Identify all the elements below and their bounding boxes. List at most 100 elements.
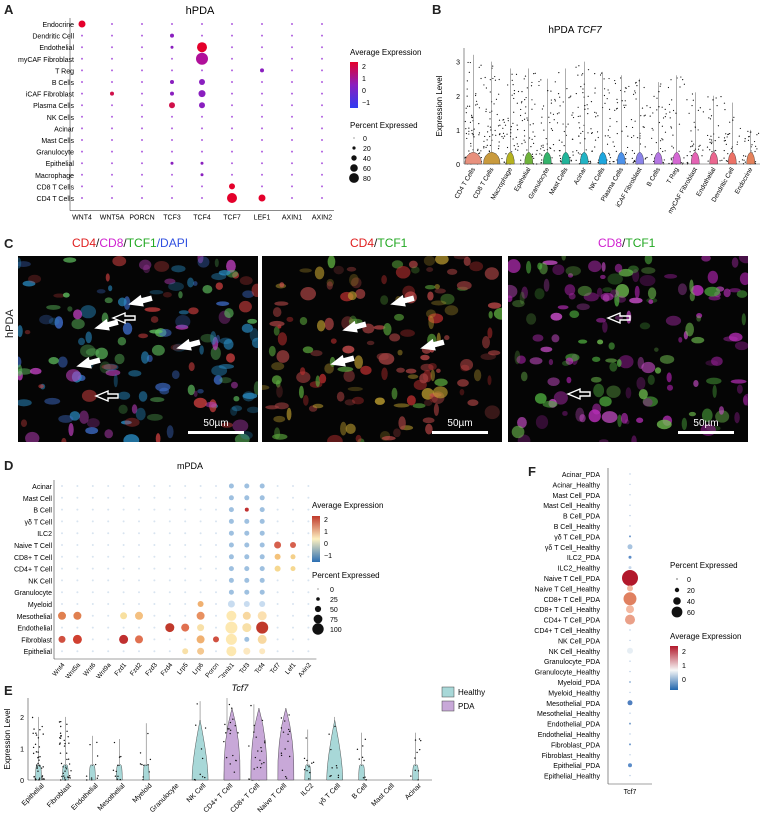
cell bbox=[18, 325, 23, 338]
dot bbox=[111, 69, 113, 72]
cell bbox=[122, 322, 133, 335]
point bbox=[494, 75, 496, 78]
point bbox=[480, 150, 482, 152]
point bbox=[595, 112, 597, 114]
point bbox=[115, 770, 117, 773]
dot bbox=[111, 104, 113, 107]
point bbox=[669, 111, 671, 113]
dot bbox=[307, 544, 310, 546]
point bbox=[615, 108, 618, 110]
point bbox=[711, 141, 713, 143]
legend-pct-title: Percent Expressed bbox=[350, 121, 418, 130]
cell bbox=[154, 260, 170, 272]
dot bbox=[259, 577, 265, 583]
point bbox=[662, 139, 664, 141]
cell bbox=[330, 338, 337, 344]
dot bbox=[107, 508, 110, 511]
legend-pct-dot bbox=[317, 588, 319, 590]
cell bbox=[123, 434, 140, 442]
dot bbox=[168, 485, 171, 487]
dot bbox=[91, 579, 94, 582]
title-part: CD4 bbox=[350, 236, 375, 250]
dot bbox=[170, 33, 174, 38]
cell bbox=[188, 307, 199, 315]
cell bbox=[221, 422, 233, 428]
point bbox=[659, 140, 662, 142]
point bbox=[42, 766, 44, 768]
dot bbox=[201, 115, 203, 118]
point bbox=[531, 108, 533, 110]
point bbox=[229, 732, 231, 735]
point bbox=[308, 778, 310, 780]
title-part: / bbox=[374, 236, 378, 250]
micrograph-3-title: CD8/TCF1 bbox=[598, 236, 655, 250]
point bbox=[616, 132, 618, 135]
point bbox=[494, 129, 496, 132]
point bbox=[723, 102, 726, 104]
cell bbox=[636, 377, 646, 390]
row-label: Myeloid_Healthy bbox=[548, 690, 600, 697]
cell bbox=[488, 311, 493, 319]
dot bbox=[169, 102, 175, 109]
point bbox=[634, 82, 637, 84]
point bbox=[261, 719, 264, 722]
dot bbox=[321, 162, 323, 165]
point bbox=[480, 64, 482, 66]
cell bbox=[81, 389, 97, 402]
point bbox=[62, 766, 64, 768]
dot bbox=[81, 185, 83, 188]
dot bbox=[141, 34, 143, 37]
dot bbox=[228, 483, 234, 489]
dot bbox=[215, 496, 217, 499]
row-label: ILC2_PDA bbox=[567, 555, 600, 562]
dot bbox=[257, 634, 267, 644]
point bbox=[470, 145, 472, 147]
cell bbox=[38, 384, 44, 389]
cell bbox=[85, 348, 100, 356]
dot bbox=[261, 173, 263, 176]
dot bbox=[307, 591, 310, 594]
point bbox=[66, 758, 68, 761]
scale-bar-label: 50µm bbox=[203, 418, 229, 429]
point bbox=[231, 707, 233, 709]
cell bbox=[553, 391, 568, 405]
cell bbox=[423, 256, 435, 266]
dot bbox=[171, 173, 173, 176]
cell bbox=[728, 288, 741, 293]
row-label: ILC2_Healthy bbox=[558, 566, 601, 573]
dot bbox=[141, 57, 143, 60]
point bbox=[494, 79, 497, 81]
point bbox=[524, 141, 526, 143]
dot bbox=[291, 92, 293, 95]
point bbox=[116, 778, 119, 780]
y-axis-label: Expression Level bbox=[435, 75, 444, 136]
dot bbox=[78, 20, 86, 28]
dot bbox=[307, 508, 310, 511]
point bbox=[516, 124, 518, 126]
cell bbox=[205, 401, 217, 408]
point bbox=[229, 729, 232, 731]
cell bbox=[20, 419, 28, 428]
cell bbox=[519, 291, 525, 305]
point bbox=[642, 126, 644, 128]
cell bbox=[579, 414, 586, 423]
dot bbox=[91, 650, 94, 653]
panel-f-label: F bbox=[528, 464, 536, 479]
point bbox=[535, 153, 537, 155]
title-main: hPDA bbox=[548, 25, 576, 36]
dot bbox=[111, 173, 113, 176]
cell bbox=[487, 302, 502, 309]
point bbox=[607, 129, 610, 131]
point bbox=[670, 126, 672, 128]
title-part: TCF1 bbox=[625, 236, 656, 250]
point bbox=[282, 731, 285, 733]
cell bbox=[391, 387, 398, 400]
point bbox=[552, 113, 555, 115]
dot bbox=[215, 567, 217, 570]
micrograph-1-title: CD4/CD8/TCF1/DAPI bbox=[72, 236, 188, 250]
cell bbox=[230, 406, 238, 416]
point bbox=[117, 775, 119, 778]
dot bbox=[321, 127, 323, 130]
point bbox=[591, 132, 593, 135]
dot bbox=[259, 566, 265, 572]
